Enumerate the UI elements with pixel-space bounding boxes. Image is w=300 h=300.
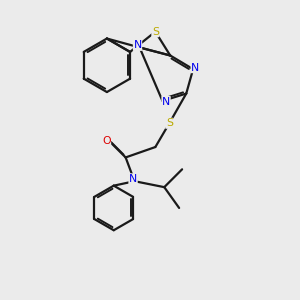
Text: S: S xyxy=(166,118,173,128)
Text: O: O xyxy=(102,136,111,146)
Text: N: N xyxy=(162,97,170,106)
Text: N: N xyxy=(134,40,142,50)
Text: N: N xyxy=(129,174,137,184)
Text: S: S xyxy=(152,27,159,37)
Text: N: N xyxy=(191,63,199,73)
